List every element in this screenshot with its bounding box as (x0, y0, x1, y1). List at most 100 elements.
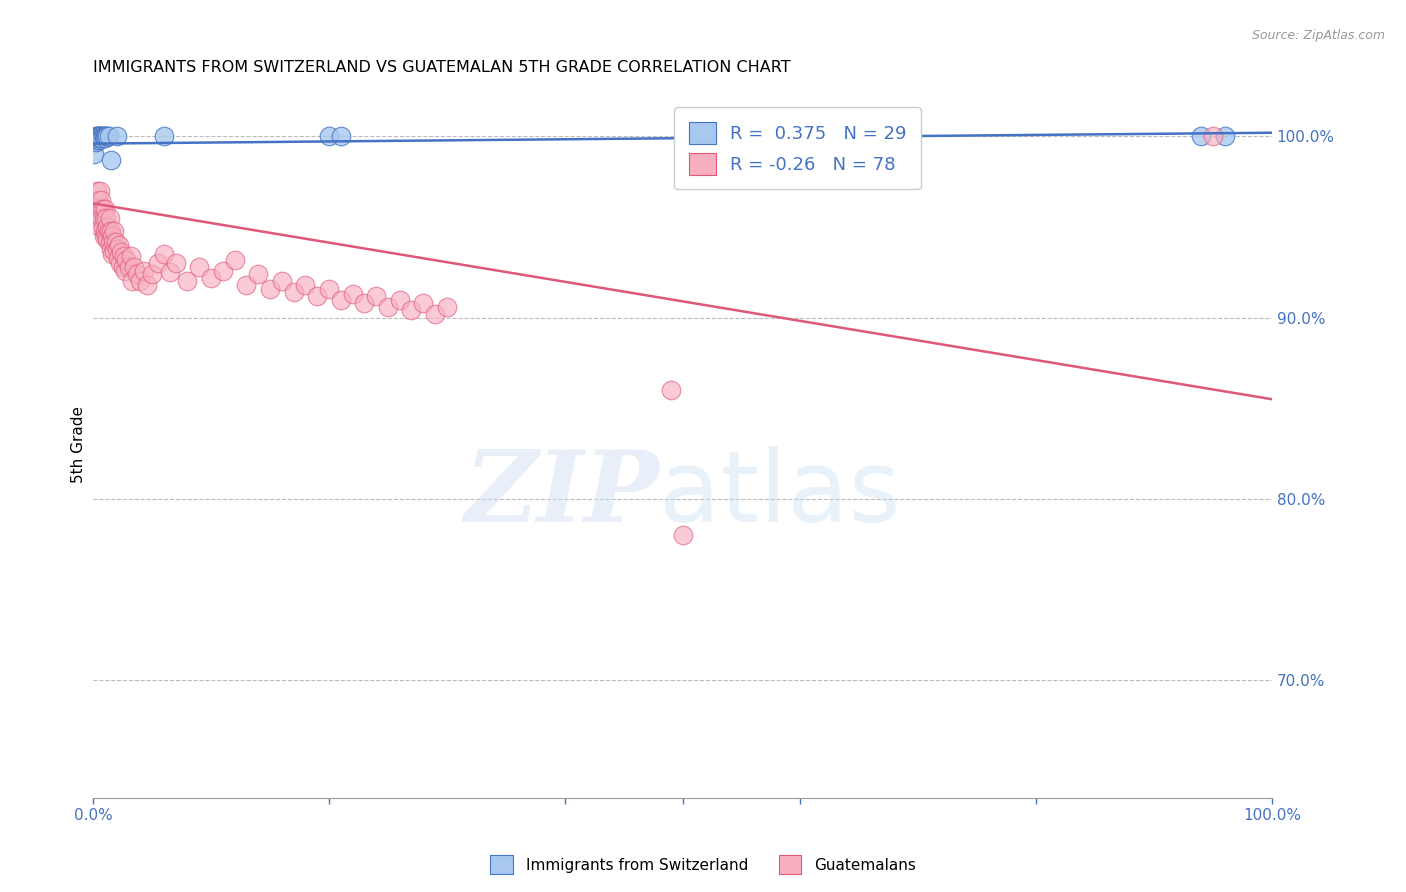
Point (84, 129, 107, 144)
Point (388, 293, 411, 307)
Point (329, 129, 352, 144)
Point (96, 219, 118, 234)
Point (110, 245, 132, 260)
Point (98, 211, 121, 225)
Point (104, 235, 127, 249)
Point (91, 129, 114, 144)
Point (318, 282, 340, 296)
Point (188, 260, 211, 274)
Point (96, 233, 118, 247)
Point (270, 274, 292, 288)
Point (94, 202, 117, 216)
Point (136, 278, 159, 293)
Point (87, 131, 110, 145)
Point (283, 285, 305, 300)
Point (86, 184, 108, 198)
Point (97, 129, 120, 144)
Point (103, 235, 125, 249)
Point (87, 202, 110, 216)
Point (111, 260, 134, 274)
Point (86, 129, 108, 144)
Point (96, 129, 118, 144)
Point (224, 252, 246, 267)
Point (93, 211, 115, 225)
Point (412, 296, 434, 310)
Point (100, 224, 122, 238)
Point (90, 129, 112, 144)
Point (117, 260, 139, 274)
Point (94, 224, 117, 238)
Point (401, 303, 423, 318)
Point (353, 296, 375, 310)
Point (105, 129, 128, 144)
Point (84, 135, 107, 149)
Point (94, 211, 117, 225)
Point (101, 229, 124, 244)
Point (114, 263, 136, 277)
Point (423, 307, 446, 321)
Point (115, 252, 138, 267)
Point (153, 247, 176, 261)
Point (87, 129, 110, 144)
Point (112, 249, 135, 263)
Point (200, 270, 222, 285)
Point (110, 256, 132, 270)
Point (93, 229, 115, 244)
Point (89, 129, 111, 144)
Point (98, 235, 121, 249)
Y-axis label: 5th Grade: 5th Grade (72, 406, 86, 483)
Text: atlas: atlas (659, 445, 901, 542)
Point (100, 242, 122, 256)
Point (235, 278, 257, 293)
Point (294, 278, 316, 293)
Point (1189, 129, 1212, 144)
Point (103, 224, 125, 238)
Point (89, 184, 111, 198)
Point (87, 193, 110, 207)
Point (89, 202, 111, 216)
Point (259, 282, 281, 296)
Point (377, 300, 399, 314)
Point (364, 289, 387, 303)
Point (101, 247, 124, 261)
Point (94, 129, 117, 144)
Text: Source: ZipAtlas.com: Source: ZipAtlas.com (1251, 29, 1385, 42)
Point (307, 289, 329, 303)
Point (94, 229, 117, 244)
Point (91, 202, 114, 216)
Point (87, 131, 110, 145)
Point (342, 287, 364, 301)
Point (671, 528, 693, 542)
Point (659, 383, 682, 397)
Point (1202, 129, 1225, 144)
Point (105, 242, 128, 256)
Point (87, 133, 110, 147)
Legend: R =  0.375   N = 29, R = -0.26   N = 78: R = 0.375 N = 29, R = -0.26 N = 78 (673, 107, 921, 189)
Point (125, 267, 148, 281)
Point (129, 274, 152, 288)
Point (103, 244, 125, 258)
Point (153, 129, 176, 144)
Point (146, 256, 169, 270)
Point (329, 293, 352, 307)
Point (91, 219, 114, 234)
Point (108, 238, 131, 252)
Point (83, 147, 105, 161)
Point (94, 131, 117, 145)
Point (87, 129, 110, 144)
Point (211, 263, 233, 277)
Point (247, 267, 270, 281)
Point (93, 129, 115, 144)
Point (97, 224, 120, 238)
Point (132, 263, 155, 277)
Point (165, 256, 187, 270)
Point (86, 133, 108, 147)
Point (124, 260, 146, 274)
Point (89, 219, 111, 234)
Point (94, 129, 117, 144)
Point (121, 274, 143, 288)
Point (107, 251, 129, 265)
Point (1213, 129, 1236, 144)
Point (90, 131, 112, 145)
Point (141, 267, 163, 281)
